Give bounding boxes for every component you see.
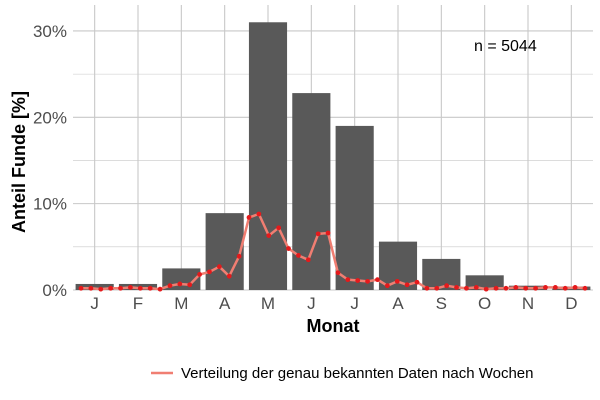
x-tick-label: J [350, 294, 359, 313]
weekly-point-40 [464, 285, 469, 291]
weekly-point-4 [108, 285, 114, 291]
x-tick-label: S [436, 294, 447, 313]
y-axis-title: Anteil Funde [%] [9, 91, 29, 233]
x-tick-label: M [261, 294, 275, 313]
weekly-point-38 [444, 283, 450, 289]
weekly-point-20 [266, 233, 272, 238]
weekly-point-10 [167, 283, 173, 289]
weekly-point-31 [375, 277, 380, 283]
x-tick-label: A [219, 294, 231, 313]
x-axis-title: Monat [307, 316, 360, 336]
weekly-point-48 [543, 285, 548, 290]
weekly-point-5 [118, 285, 123, 291]
bar-1 [75, 283, 114, 290]
y-tick-label: 10% [33, 195, 67, 214]
weekly-point-45 [513, 285, 519, 290]
weekly-point-46 [523, 285, 529, 291]
weekly-point-15 [216, 264, 222, 270]
weekly-point-52 [582, 285, 588, 291]
weekly-point-7 [137, 285, 143, 291]
weekly-point-18 [246, 215, 252, 220]
weekly-point-29 [355, 278, 361, 283]
weekly-point-34 [404, 282, 410, 288]
weekly-point-12 [187, 282, 193, 288]
bars [75, 22, 591, 290]
annotation-n: n = 5044 [474, 38, 537, 55]
weekly-point-28 [345, 277, 351, 283]
weekly-point-44 [503, 285, 509, 291]
weekly-point-1 [78, 285, 84, 291]
bar-6 [292, 93, 331, 290]
weekly-point-49 [552, 285, 558, 290]
weekly-point-16 [226, 273, 232, 279]
x-tick-label: J [90, 294, 99, 313]
weekly-point-25 [315, 231, 321, 237]
weekly-point-14 [207, 269, 212, 275]
weekly-point-23 [296, 253, 301, 258]
weekly-point-30 [365, 278, 370, 284]
weekly-point-32 [384, 283, 390, 289]
y-tick-label: 20% [33, 108, 67, 127]
weekly-point-24 [305, 257, 311, 263]
weekly-point-3 [98, 286, 104, 292]
weekly-point-26 [325, 230, 331, 236]
weekly-point-6 [128, 285, 133, 290]
x-tick-label: N [522, 294, 534, 313]
weekly-point-19 [256, 211, 262, 217]
bar-4 [205, 213, 244, 290]
x-tick-label: O [478, 294, 491, 313]
x-tick-label: F [133, 294, 143, 313]
legend-label: Verteilung der genau bekannten Daten nac… [181, 365, 534, 382]
weekly-point-47 [533, 285, 538, 291]
weekly-line [78, 211, 588, 292]
weekly-point-39 [454, 285, 459, 290]
weekly-point-50 [562, 285, 568, 291]
weekly-point-36 [424, 285, 430, 291]
weekly-point-33 [394, 278, 400, 284]
x-tick-label: J [307, 294, 316, 313]
weekly-point-21 [276, 225, 282, 231]
y-axis-ticks: 0% 10% 20% 30% [33, 22, 67, 300]
x-tick-label: D [565, 294, 577, 313]
weekly-point-9 [157, 286, 163, 292]
y-tick-label: 0% [42, 281, 67, 300]
bar-7 [335, 125, 374, 290]
weekly-point-22 [286, 246, 291, 251]
weekly-point-27 [335, 270, 341, 276]
weekly-point-37 [434, 285, 440, 291]
weekly-point-41 [473, 285, 479, 290]
legend: Verteilung der genau bekannten Daten nac… [151, 365, 534, 382]
y-tick-label: 30% [33, 22, 67, 41]
weekly-point-42 [483, 286, 489, 292]
weekly-point-35 [414, 279, 420, 285]
x-tick-label: A [392, 294, 404, 313]
weekly-point-11 [177, 281, 183, 287]
weekly-point-13 [197, 272, 202, 277]
x-tick-label: M [174, 294, 188, 313]
weekly-point-43 [493, 285, 499, 291]
weekly-point-17 [236, 253, 242, 259]
weekly-point-2 [88, 285, 94, 291]
bar-5 [248, 22, 288, 290]
bar-9 [422, 258, 461, 290]
weekly-point-8 [147, 285, 153, 291]
weekly-point-51 [572, 285, 578, 290]
weekly-series-line [81, 212, 586, 291]
